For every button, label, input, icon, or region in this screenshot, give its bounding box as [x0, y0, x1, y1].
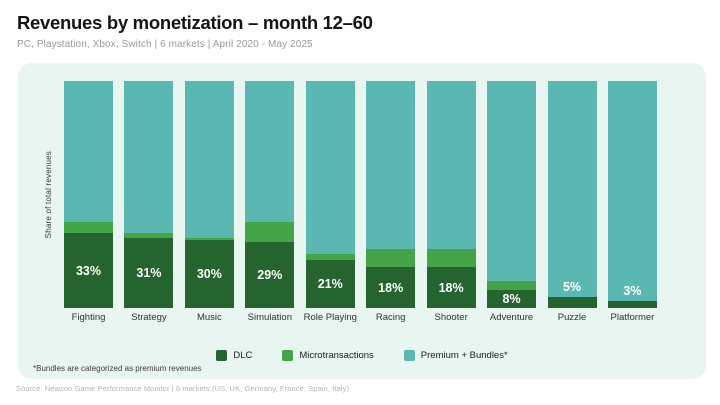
bar-value-label: 18% [438, 280, 464, 295]
legend-swatch [282, 350, 294, 361]
legend-item-microtransactions: Microtransactions [282, 350, 374, 361]
bar-value-label: 3% [623, 284, 642, 299]
x-axis-labels: Fighting Strategy Music Simulation Role Play… [64, 312, 657, 323]
chart-card: Share of total revenues 33% 31% 30% 29% 21% 1… [18, 63, 706, 379]
bar-shooter: 18% [426, 81, 476, 308]
segment-dlc [487, 289, 537, 308]
segment-dlc [547, 296, 597, 308]
bar-value-label: 21% [317, 277, 343, 292]
bar-music: 30% [184, 81, 234, 308]
x-axis-label-fighting: Fighting [71, 312, 106, 323]
x-axis-label-music: Music [196, 312, 222, 323]
bar-value-label: 18% [378, 280, 404, 295]
segment-premium-bundles [487, 81, 537, 281]
segment-premium-bundles [426, 81, 476, 249]
segment-microtransactions [366, 248, 416, 268]
segment-dlc [64, 233, 113, 308]
legend-swatch [403, 350, 415, 361]
legend-label: DLC [233, 350, 253, 361]
segment-premium-bundles [124, 81, 174, 234]
segment-dlc [184, 239, 234, 308]
chart-title: Revenues by monetization – month 12–60 [17, 12, 373, 33]
segment-premium-bundles [245, 81, 295, 222]
bar-strategy: 31% [124, 81, 174, 308]
segment-dlc [607, 301, 657, 308]
bar-platformer: 3% [607, 81, 657, 308]
bar-adventure: 8% [487, 81, 537, 308]
legend-label: Premium + Bundles* [420, 350, 508, 361]
x-axis-label-puzzle: Puzzle [557, 312, 587, 323]
bar-value-label: 29% [257, 268, 283, 283]
segment-dlc [245, 242, 295, 308]
x-axis-label-adventure: Adventure [489, 312, 534, 323]
bar-value-label: 8% [502, 291, 521, 306]
segment-premium-bundles [64, 81, 113, 222]
bar-role-playing: 21% [305, 81, 355, 308]
chart-subtitle: PC, Playstation, Xbox, Switch | 6 market… [17, 39, 313, 50]
bar-fighting: 33% [64, 81, 113, 308]
x-axis-label-platformer: Platformer [610, 312, 655, 323]
segment-microtransactions [426, 248, 476, 268]
y-axis-label: Share of total revenues [43, 150, 53, 239]
bar-racing: 18% [366, 81, 416, 308]
segment-premium-bundles [184, 81, 234, 238]
segment-premium-bundles [607, 81, 657, 302]
legend-item-dlc: DLC [216, 350, 252, 361]
legend-label: Microtransactions [299, 350, 374, 361]
segment-dlc [305, 260, 355, 308]
segment-microtransactions [124, 233, 174, 238]
x-axis-label-racing: Racing [375, 312, 406, 323]
bar-value-label: 5% [562, 279, 582, 294]
segment-dlc [426, 267, 476, 308]
x-axis-label-simulation: Simulation [247, 312, 292, 323]
plot-area: 33% 31% 30% 29% 21% 18% 18% 8% 5% 3% [64, 81, 657, 308]
footnote: *Bundles are categorized as premium reve… [33, 364, 202, 373]
segment-microtransactions [184, 237, 234, 240]
x-axis-label-role-playing: Role Playing [303, 312, 357, 323]
segment-premium-bundles [366, 81, 416, 249]
segment-microtransactions [245, 221, 295, 243]
legend: DLC Microtransactions Premium + Bundles* [18, 350, 706, 361]
bar-value-label: 31% [136, 265, 162, 280]
legend-swatch [216, 350, 228, 361]
segment-microtransactions [64, 221, 113, 234]
segment-premium-bundles [305, 81, 355, 254]
x-axis-label-shooter: Shooter [434, 312, 468, 323]
segment-microtransactions [305, 253, 355, 261]
segment-microtransactions [487, 280, 537, 290]
legend-item-premium-bundles-: Premium + Bundles* [403, 350, 508, 361]
bar-puzzle: 5% [547, 81, 597, 308]
source-line: Source: Newzoo Game Performance Monitor … [16, 384, 350, 393]
y-axis-label-wrap: Share of total revenues [40, 81, 56, 308]
bar-value-label: 30% [196, 266, 222, 281]
x-axis-label-strategy: Strategy [131, 312, 167, 323]
segment-dlc [366, 267, 416, 308]
bar-value-label: 33% [75, 263, 102, 278]
segment-premium-bundles [547, 81, 597, 297]
segment-dlc [124, 237, 174, 308]
bar-simulation: 29% [245, 81, 295, 308]
